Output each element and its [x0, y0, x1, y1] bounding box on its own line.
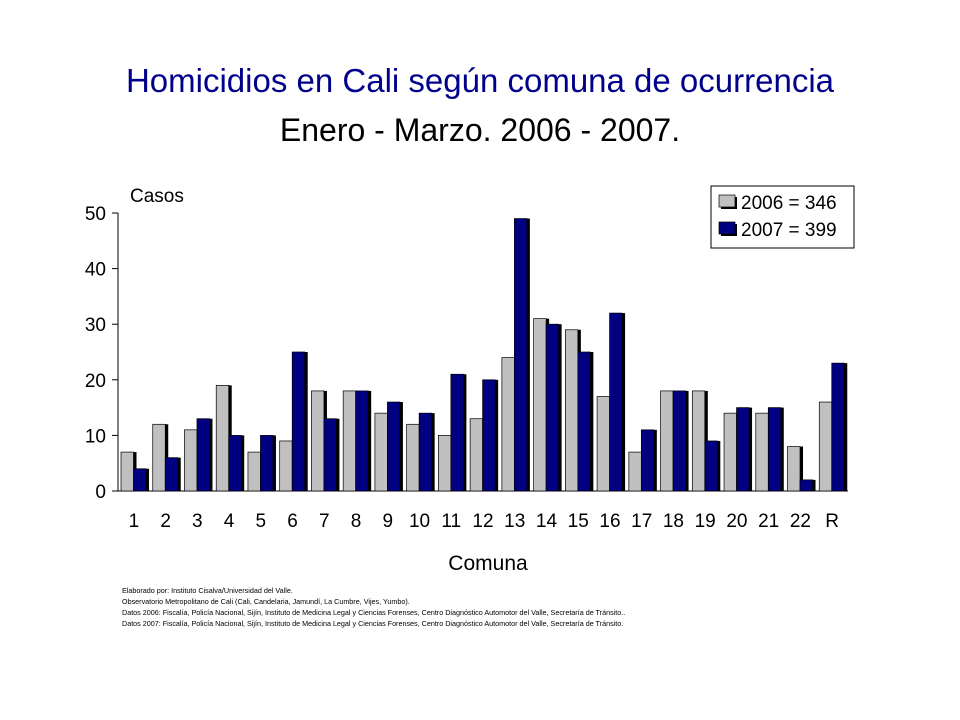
bar-2006	[691, 390, 706, 492]
bar-2006	[215, 385, 230, 492]
chart-subtitle: Enero - Marzo. 2006 - 2007.	[279, 112, 681, 148]
x-tick-label: 13	[504, 511, 525, 532]
bar-2007	[799, 479, 813, 492]
bar-2006	[311, 390, 325, 492]
x-tick-label: 9	[382, 511, 393, 532]
x-tick-label: 21	[758, 511, 779, 532]
legend-label: 2006 = 346	[741, 193, 837, 214]
bar-2007	[323, 418, 337, 492]
bar-2007	[767, 407, 782, 492]
footnotes: Elaborado por: Instituto Cisalva/Univers…	[122, 585, 625, 629]
legend-label: 2007 = 399	[741, 220, 837, 241]
bar-2006	[755, 412, 769, 492]
y-tick-label: 10	[85, 426, 106, 447]
y-axis-label: Casos	[130, 186, 184, 207]
bar-2006	[818, 401, 833, 492]
bar-2007	[291, 351, 306, 492]
x-tick-label: 6	[287, 511, 298, 532]
x-tick-label: 19	[695, 511, 716, 532]
y-tick-label: 50	[85, 204, 106, 225]
bar-2007	[609, 312, 623, 492]
bar-2007	[545, 323, 559, 492]
y-tick-label: 30	[85, 315, 106, 336]
bar-2007	[133, 468, 147, 492]
bar-2007	[228, 435, 242, 492]
x-tick-label: 1	[129, 511, 140, 532]
bars	[120, 218, 848, 492]
x-tick-label: 20	[726, 511, 747, 532]
legend: 2006 = 346 2007 = 399	[710, 185, 855, 249]
footnote-line: Datos 2006: Fiscalía, Policía Nacional, …	[122, 608, 626, 617]
y-tick-label: 0	[95, 482, 106, 503]
x-tick-label: 8	[351, 511, 362, 532]
footnote-line: Elaborado por: Instituto Cisalva/Univers…	[122, 586, 293, 595]
bar-2007	[196, 418, 210, 492]
x-tick-label: 16	[599, 511, 620, 532]
bar-2006	[628, 451, 642, 492]
bar-2006	[279, 440, 293, 492]
x-tick-label: 7	[319, 511, 330, 532]
bar-2007	[831, 362, 845, 492]
bar-2006	[374, 412, 388, 492]
x-tick-label: 4	[224, 511, 235, 532]
bar-2007	[736, 407, 750, 492]
legend-swatch	[718, 194, 736, 208]
bar-2006	[406, 423, 420, 492]
bar-2006	[564, 329, 579, 492]
x-tick-label: 10	[409, 511, 430, 532]
bar-2006	[152, 423, 166, 492]
bar-2007	[164, 457, 179, 492]
bar-2006	[533, 318, 547, 492]
bar-2006	[660, 390, 674, 492]
x-tick-label: R	[825, 511, 839, 532]
bar-2007	[450, 373, 464, 492]
x-tick-label: 2	[160, 511, 171, 532]
bar-2007	[514, 218, 528, 492]
x-tick-label: 11	[441, 511, 461, 532]
y-tick-label: 40	[85, 260, 106, 281]
bar-2006	[247, 451, 261, 492]
bar-2006	[469, 418, 483, 492]
x-axis-label: Comuna	[448, 552, 528, 575]
x-tick-label: 22	[790, 511, 811, 532]
bar-2007	[672, 390, 686, 492]
bar-2007	[482, 379, 496, 492]
footnote-line: Observatorio Metropolitano de Cali (Cali…	[122, 597, 410, 606]
x-tick-label: 17	[631, 511, 652, 532]
bar-2006	[342, 390, 357, 492]
x-tick-label: 12	[472, 511, 493, 532]
bar-2007	[260, 435, 274, 492]
x-tick-label: 5	[256, 511, 267, 532]
x-tick-label: 15	[568, 511, 589, 532]
y-tick-label: 20	[85, 371, 106, 392]
bar-2007	[704, 440, 718, 492]
x-tick-label: 18	[663, 511, 684, 532]
bar-2006	[438, 435, 452, 492]
footnote-line: Datos 2007: Fiscalía, Policía Nacional, …	[122, 619, 624, 628]
bar-2006	[596, 396, 610, 492]
x-tick-label: 14	[536, 511, 558, 532]
bar-2006	[184, 429, 198, 492]
bar-2007	[355, 390, 369, 492]
bar-2007	[577, 351, 591, 492]
chart-title: Homicidios en Cali según comuna de ocurr…	[125, 62, 835, 99]
bar-2007	[418, 412, 433, 492]
x-tick-label: 3	[192, 511, 203, 532]
bar-2006	[723, 412, 737, 492]
bar-2007	[640, 429, 655, 492]
bar-2006	[787, 446, 801, 492]
bar-2006	[501, 357, 515, 492]
bar-2006	[120, 451, 134, 492]
bar-2007	[387, 401, 401, 492]
legend-swatch	[718, 221, 736, 235]
